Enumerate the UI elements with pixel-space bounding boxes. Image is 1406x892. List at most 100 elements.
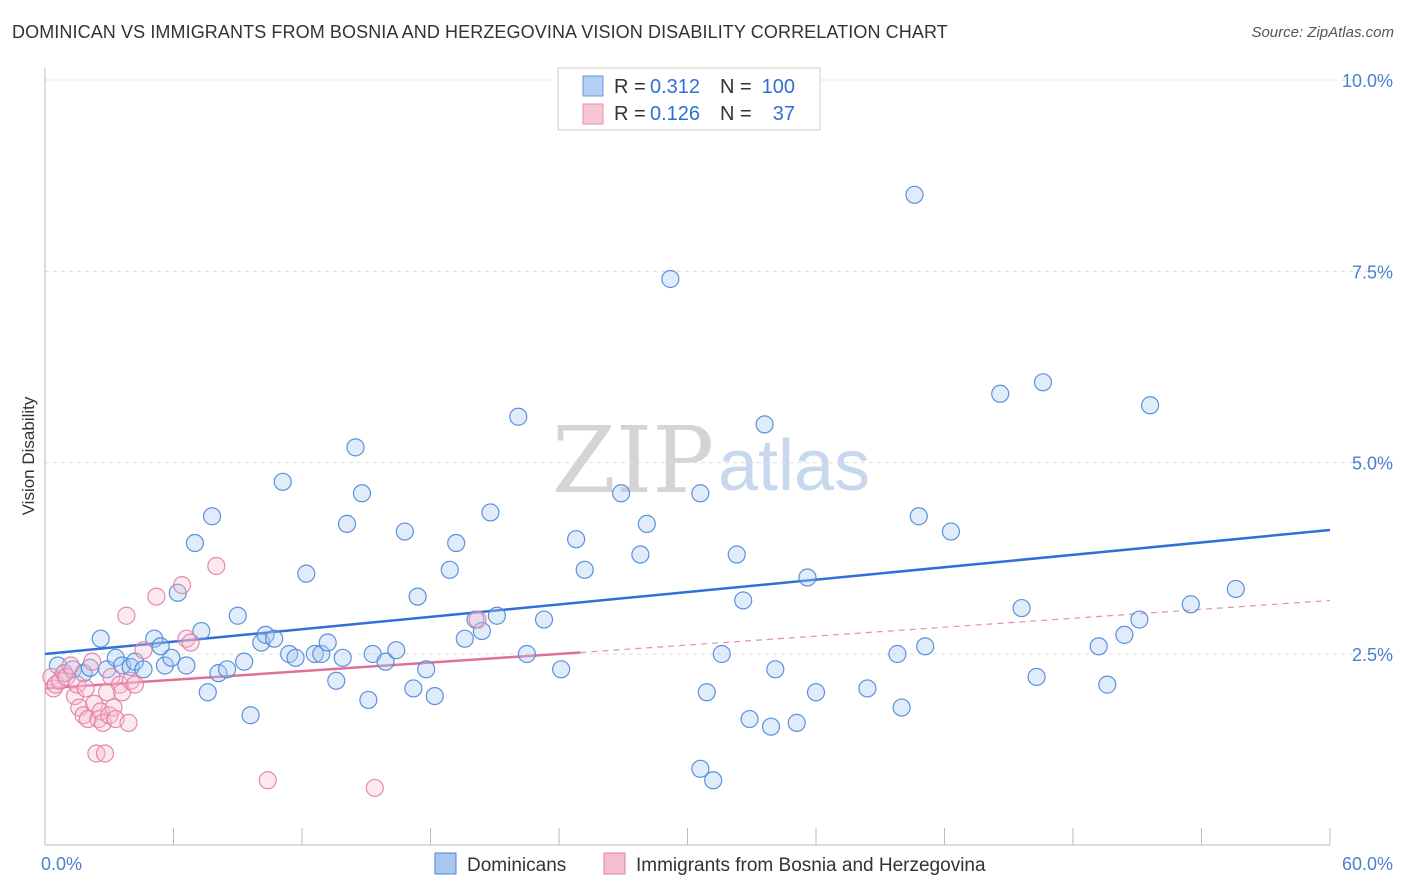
watermark-atlas: atlas <box>718 426 870 506</box>
point-bosnia-13 <box>83 652 102 671</box>
point-dominicans-63 <box>575 560 594 579</box>
axes <box>44 68 1331 846</box>
point-dominicans-15 <box>162 648 181 667</box>
point-dominicans-83 <box>905 185 924 204</box>
point-bosnia-32 <box>147 587 166 606</box>
point-dominicans-86 <box>941 522 961 541</box>
point-dominicans-22 <box>209 664 228 683</box>
point-dominicans-85 <box>916 637 935 656</box>
y-axis-label: Vision Disability <box>19 396 38 515</box>
point-bosnia-11 <box>76 679 95 698</box>
y-tick-label-2: 7.5% <box>1352 262 1393 282</box>
point-dominicans-81 <box>888 644 907 664</box>
point-dominicans-34 <box>305 644 324 664</box>
point-dominicans-62 <box>567 530 586 549</box>
x-tick-label-max: 60.0% <box>1342 854 1393 874</box>
point-dominicans-74 <box>755 415 774 434</box>
grid <box>45 79 1392 655</box>
point-dominicans-60 <box>534 610 554 629</box>
stats-legend-r-label-2: R = <box>614 103 646 125</box>
stats-legend-n-label-1: N = <box>720 76 752 98</box>
point-bosnia-27 <box>117 606 136 625</box>
point-dominicans-71 <box>727 545 746 564</box>
point-dominicans-41 <box>352 484 372 503</box>
point-dominicans-30 <box>273 472 292 491</box>
point-dominicans-52 <box>447 533 466 553</box>
point-dominicans-46 <box>395 522 414 541</box>
point-dominicans-26 <box>241 706 260 725</box>
series-legend-swatch-bosnia <box>603 852 626 875</box>
point-dominicans-70 <box>712 644 731 664</box>
watermark-zip: ZIP <box>552 407 714 514</box>
point-dominicans-84 <box>909 507 928 526</box>
point-dominicans-40 <box>346 438 365 457</box>
point-dominicans-53 <box>455 629 474 648</box>
point-dominicans-11 <box>134 660 153 679</box>
point-dominicans-57 <box>487 606 506 625</box>
point-dominicans-87 <box>991 384 1010 403</box>
point-bosnia-6 <box>61 656 80 675</box>
watermark: ZIP atlas <box>552 407 870 514</box>
point-bosnia-35 <box>181 633 200 652</box>
stats-legend-n-label-2: N = <box>720 103 752 125</box>
point-dominicans-89 <box>1027 667 1046 687</box>
stats-legend-n-value-2: 37 <box>773 103 795 125</box>
point-dominicans-96 <box>1181 595 1200 614</box>
x-tick-label-min: 0.0% <box>41 854 82 874</box>
point-dominicans-90 <box>1033 373 1053 392</box>
stats-legend-swatch-dominicans <box>582 75 604 97</box>
trend-line-bosnia <box>44 651 581 690</box>
point-dominicans-58 <box>509 407 528 426</box>
point-dominicans-78 <box>798 568 817 587</box>
point-dominicans-25 <box>235 652 254 671</box>
stats-legend: R = 0.312 N = 100 R = 0.126 N = 37 <box>557 67 821 131</box>
point-dominicans-19 <box>192 621 211 641</box>
point-dominicans-5 <box>91 629 110 648</box>
point-dominicans-13 <box>151 637 170 656</box>
data-points <box>42 185 1245 798</box>
point-dominicans-44 <box>376 652 395 671</box>
point-dominicans-49 <box>417 660 436 679</box>
point-dominicans-23 <box>217 660 237 679</box>
point-dominicans-97 <box>1226 579 1245 599</box>
point-dominicans-61 <box>552 660 571 679</box>
point-dominicans-29 <box>265 629 284 648</box>
point-dominicans-64 <box>612 484 631 503</box>
stats-legend-r-value-1: 0.312 <box>650 76 700 98</box>
point-dominicans-36 <box>318 633 337 652</box>
point-dominicans-47 <box>404 679 423 698</box>
series-legend: Dominicans Immigrants from Bosnia and He… <box>434 852 986 876</box>
point-dominicans-18 <box>185 533 205 553</box>
point-dominicans-68 <box>691 484 710 503</box>
series-legend-label-bosnia: Immigrants from Bosnia and Herzegovina <box>636 855 986 876</box>
point-bosnia-39 <box>468 610 487 629</box>
point-dominicans-32 <box>286 648 305 667</box>
point-dominicans-93 <box>1115 625 1134 644</box>
point-bosnia-38 <box>365 778 384 798</box>
point-dominicans-45 <box>387 641 406 660</box>
point-bosnia-33 <box>172 576 192 595</box>
trend-lines <box>44 528 1331 690</box>
point-dominicans-21 <box>202 507 222 526</box>
point-dominicans-80 <box>858 679 877 698</box>
y-tick-label-3: 10.0% <box>1342 71 1393 91</box>
point-dominicans-79 <box>806 683 826 702</box>
point-dominicans-20 <box>198 683 217 702</box>
point-dominicans-65 <box>631 545 650 564</box>
point-dominicans-76 <box>766 660 785 679</box>
point-dominicans-98 <box>704 771 723 790</box>
point-dominicans-42 <box>359 690 378 710</box>
y-tick-labels: 2.5% 5.0% 7.5% 10.0% <box>1342 71 1393 665</box>
x-tick-labels: 0.0% 60.0% <box>41 854 1393 874</box>
point-bosnia-8 <box>68 675 87 694</box>
point-dominicans-35 <box>312 644 331 664</box>
point-bosnia-36 <box>207 556 226 576</box>
point-dominicans-73 <box>740 709 759 729</box>
point-dominicans-94 <box>1130 610 1149 629</box>
y-tick-label-1: 5.0% <box>1352 454 1393 474</box>
point-bosnia-23 <box>104 698 123 717</box>
point-dominicans-92 <box>1098 675 1117 694</box>
point-dominicans-38 <box>333 648 352 667</box>
point-dominicans-59 <box>517 644 536 664</box>
